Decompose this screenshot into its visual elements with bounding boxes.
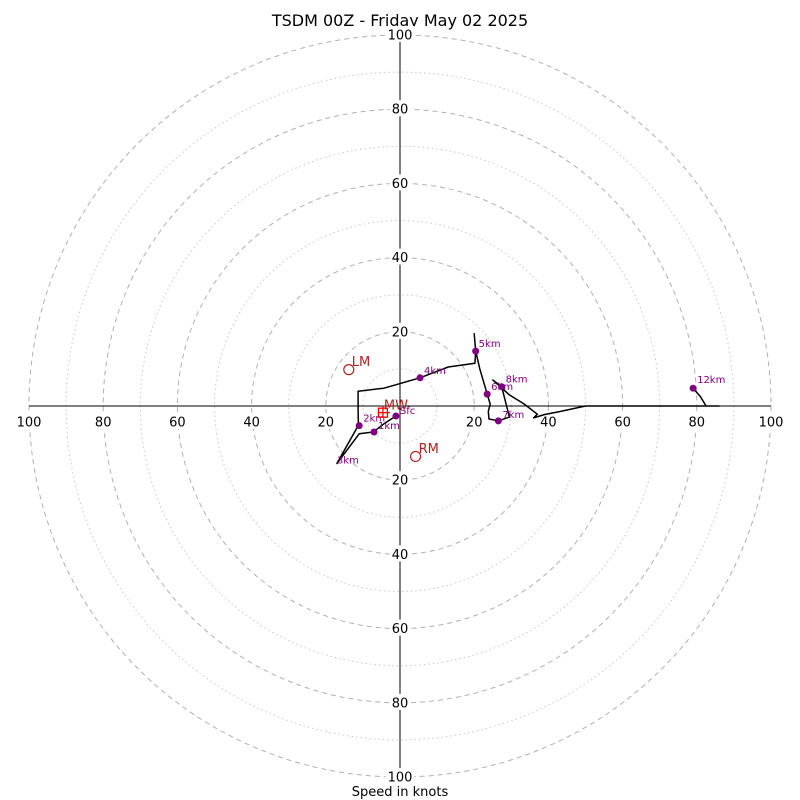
y-tick-label: 80 — [392, 103, 409, 118]
y-tick-label: 80 — [392, 696, 409, 711]
height-label-2km: 2km — [363, 414, 385, 425]
x-tick-label-bg — [14, 413, 44, 429]
y-tick-label-bg — [385, 768, 415, 784]
y-tick-label-bg — [389, 248, 411, 265]
y-tick-label: 40 — [392, 251, 409, 266]
height-label-8km: 8km — [506, 375, 528, 386]
storm-motion-RM — [409, 450, 422, 463]
y-tick-label-bg — [389, 545, 411, 562]
y-tick-label: 20 — [392, 474, 409, 489]
y-tick-label-bg — [389, 174, 411, 191]
x-tick-label: 100 — [759, 416, 784, 431]
height-label-7km: 7km — [502, 410, 524, 421]
storm-motion-markers: LM RM MW — [343, 355, 439, 463]
height-point-1km — [370, 428, 378, 436]
height-label-1km: 1km — [378, 421, 400, 432]
storm-motion-LM — [343, 364, 355, 376]
x-tick-label: 80 — [689, 416, 706, 431]
x-tick-label-bg — [756, 413, 786, 429]
height-point-4km — [416, 374, 424, 382]
height-label-12km: 12km — [697, 375, 725, 386]
y-tick-label: 100 — [388, 771, 413, 786]
mean-wind-label: MW — [384, 399, 408, 414]
hodograph-trace — [336, 332, 720, 465]
chart-title: TSDM 00Z - Friday May 02 2025 — [271, 11, 528, 30]
x-tick-label-bg — [167, 413, 188, 429]
height-point-7km — [494, 417, 502, 425]
x-tick-label: 40 — [540, 416, 557, 431]
hodograph-line — [336, 332, 720, 465]
x-tick-label: 40 — [243, 416, 260, 431]
height-point-Sfc — [392, 412, 400, 420]
x-tick-label: 20 — [318, 416, 335, 431]
x-tick-label: 60 — [169, 416, 186, 431]
height-point-5km — [472, 347, 480, 355]
x-tick-label-bg — [612, 413, 633, 429]
height-markers: Sfc1km2km3km4km5km6km7km8km12km — [337, 339, 725, 466]
x-tick-label: 20 — [466, 416, 483, 431]
y-tick-label-bg — [385, 26, 415, 42]
x-tick-label-bg — [93, 413, 114, 429]
y-tick-label: 60 — [392, 177, 409, 192]
x-tick-label: 80 — [95, 416, 112, 431]
x-tick-label-bg — [538, 413, 559, 429]
x-tick-label-bg — [686, 413, 707, 429]
storm-motion-label-LM: LM — [352, 355, 370, 370]
tick-labels: 100 80 60 40 20 20 40 60 80 100 100 80 60 40 20 20 40 60 8… — [14, 26, 786, 786]
height-point-12km — [689, 384, 697, 392]
x-tick-label: 100 — [17, 416, 42, 431]
y-tick-label-bg — [389, 693, 411, 710]
storm-motion-label-RM: RM — [419, 442, 439, 457]
height-point-2km — [355, 422, 363, 430]
x-tick-label: 60 — [614, 416, 631, 431]
y-tick-label-bg — [389, 322, 411, 339]
y-tick-label-bg — [389, 471, 411, 488]
height-label-3km: 3km — [337, 456, 359, 467]
y-tick-label: 60 — [392, 622, 409, 637]
height-label-5km: 5km — [479, 339, 501, 350]
x-tick-label-bg — [241, 413, 262, 429]
x-tick-label-bg — [315, 413, 336, 429]
y-tick-label-bg — [389, 100, 411, 117]
height-label-4km: 4km — [424, 366, 446, 377]
y-tick-label: 20 — [392, 325, 409, 340]
x-tick-label-bg — [464, 413, 485, 429]
y-tick-label-bg — [389, 619, 411, 636]
y-tick-label: 100 — [388, 29, 413, 44]
height-point-6km — [483, 390, 491, 398]
height-point-8km — [498, 383, 506, 391]
height-label-Sfc: Sfc — [400, 406, 415, 417]
y-tick-label: 40 — [392, 548, 409, 563]
x-axis-label: Speed in knots — [352, 785, 449, 800]
